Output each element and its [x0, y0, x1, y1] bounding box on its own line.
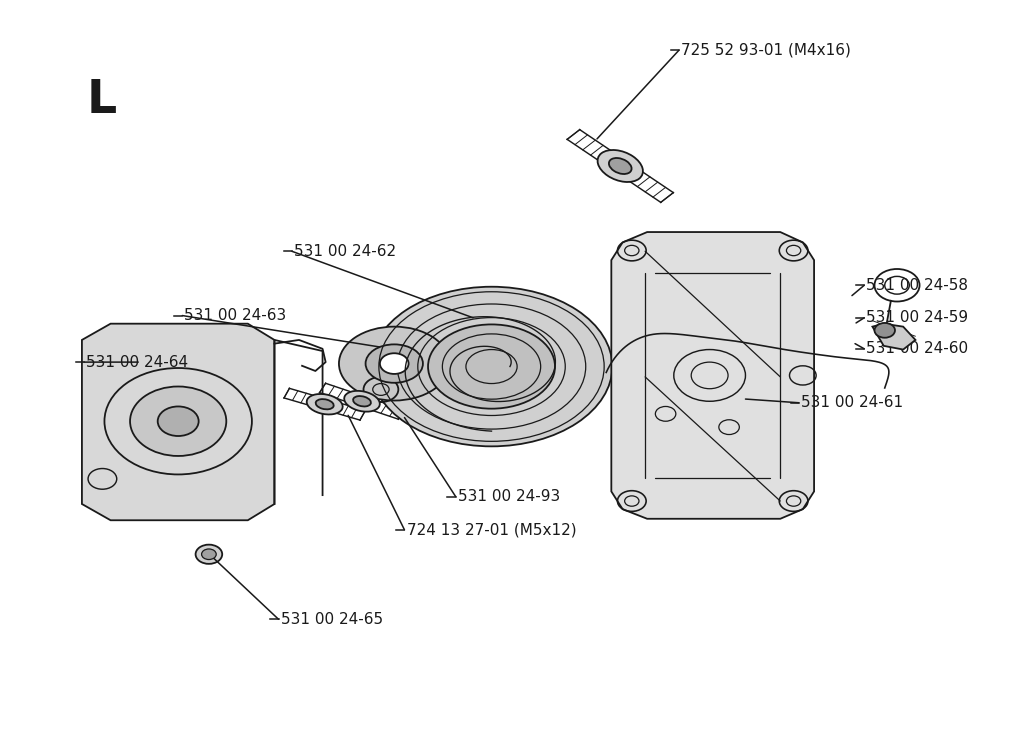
Ellipse shape	[371, 287, 612, 446]
Polygon shape	[872, 324, 915, 350]
Text: 531 00 24-58: 531 00 24-58	[866, 278, 969, 293]
Ellipse shape	[353, 396, 371, 406]
Text: 531 00 24-62: 531 00 24-62	[294, 244, 396, 259]
Polygon shape	[611, 232, 814, 519]
Ellipse shape	[339, 327, 450, 401]
Ellipse shape	[366, 344, 423, 383]
Text: 531 00 24-65: 531 00 24-65	[281, 612, 383, 627]
Circle shape	[104, 368, 252, 474]
Text: 724 13 27-01 (M5x12): 724 13 27-01 (M5x12)	[407, 522, 577, 537]
Circle shape	[130, 386, 226, 456]
Circle shape	[158, 406, 199, 436]
Text: 531 00 24-63: 531 00 24-63	[184, 308, 287, 323]
Text: 531 00 24-61: 531 00 24-61	[801, 395, 903, 410]
Text: L: L	[87, 78, 117, 123]
Ellipse shape	[598, 150, 643, 182]
Text: 531 00 24-64: 531 00 24-64	[86, 355, 188, 370]
Ellipse shape	[428, 324, 555, 409]
Polygon shape	[82, 324, 274, 520]
Ellipse shape	[307, 394, 343, 415]
Circle shape	[874, 323, 895, 338]
Ellipse shape	[344, 391, 380, 412]
Circle shape	[202, 549, 216, 559]
Text: 531 00 24-93: 531 00 24-93	[458, 489, 560, 504]
Text: 531 00 24-60: 531 00 24-60	[866, 341, 969, 356]
Text: 531 00 24-59: 531 00 24-59	[866, 310, 969, 325]
Circle shape	[380, 353, 409, 374]
Text: 725 52 93-01 (M4x16): 725 52 93-01 (M4x16)	[681, 43, 851, 58]
Ellipse shape	[315, 399, 334, 409]
Circle shape	[196, 545, 222, 564]
Ellipse shape	[609, 158, 632, 174]
